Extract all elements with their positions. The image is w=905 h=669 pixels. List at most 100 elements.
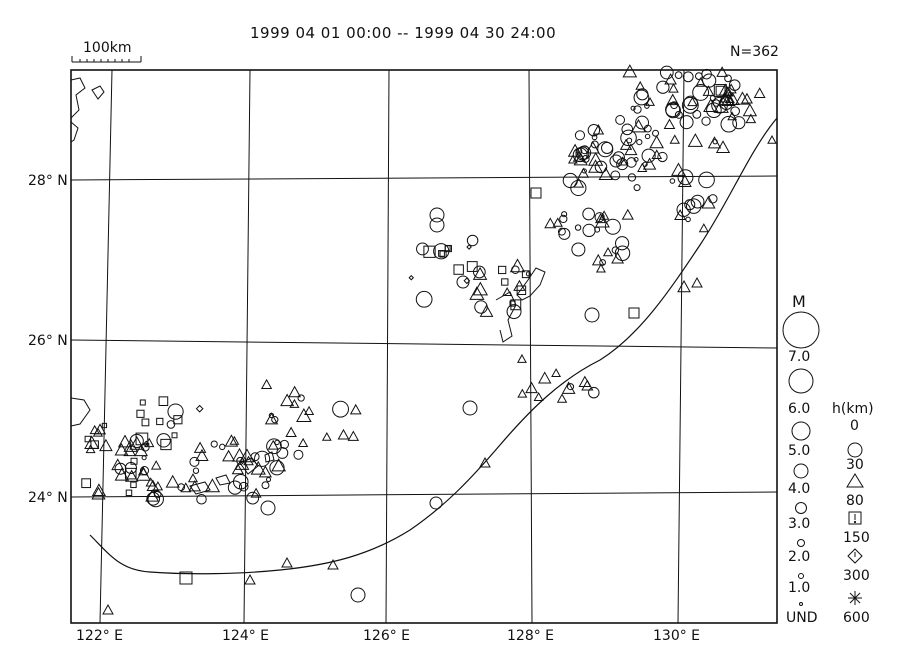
event-triangle bbox=[645, 97, 656, 106]
event-triangle bbox=[267, 439, 279, 450]
event-triangle bbox=[244, 573, 256, 585]
event-triangle bbox=[469, 286, 485, 300]
event-square bbox=[498, 265, 507, 275]
event-circle bbox=[246, 491, 260, 505]
legend-depth-square bbox=[848, 511, 862, 525]
event-square bbox=[444, 245, 451, 252]
legend-depth-80: 80 bbox=[846, 493, 864, 509]
event-triangle bbox=[93, 423, 107, 435]
event-circle bbox=[674, 71, 683, 80]
event-triangle bbox=[753, 87, 766, 99]
event-count: N=362 bbox=[730, 44, 779, 60]
event-triangle bbox=[85, 444, 96, 454]
event-triangle bbox=[327, 558, 339, 570]
event-triangle bbox=[150, 460, 162, 470]
event-circle bbox=[474, 300, 488, 314]
event-circle bbox=[129, 433, 144, 449]
event-triangle bbox=[691, 276, 703, 288]
event-circle bbox=[238, 481, 249, 492]
event-circle bbox=[692, 84, 710, 101]
event-triangle bbox=[102, 603, 114, 615]
event-triangle bbox=[594, 214, 610, 228]
event-circle bbox=[140, 442, 150, 452]
event-triangle bbox=[224, 434, 239, 447]
event-triangle bbox=[134, 443, 148, 457]
legend-m7-label: 7.0 bbox=[788, 349, 811, 365]
event-triangle bbox=[663, 118, 676, 129]
lon-label-124e: 124° E bbox=[222, 628, 270, 644]
event-triangle bbox=[123, 438, 139, 452]
event-triangle bbox=[123, 444, 137, 457]
event-square bbox=[81, 478, 92, 489]
event-circle bbox=[473, 265, 486, 279]
legend-m6-circle bbox=[788, 368, 814, 394]
event-circle bbox=[433, 243, 450, 260]
scale-bar-label: 100km bbox=[83, 40, 132, 56]
event-triangle bbox=[701, 195, 716, 209]
event-triangle bbox=[621, 208, 634, 220]
event-square bbox=[84, 435, 92, 443]
legend-und-label: UND bbox=[786, 610, 818, 626]
event-circle bbox=[633, 105, 642, 114]
event-circle bbox=[615, 236, 630, 251]
legend-depth-150: 150 bbox=[843, 530, 870, 546]
event-square bbox=[156, 417, 164, 426]
event-triangle bbox=[180, 482, 192, 493]
event-square bbox=[130, 481, 137, 489]
event-circle bbox=[679, 115, 694, 130]
event-circle bbox=[685, 216, 691, 223]
event-circle bbox=[274, 439, 280, 446]
legend-depth-symbols bbox=[846, 442, 864, 605]
event-triangle bbox=[321, 431, 332, 441]
event-triangle bbox=[188, 480, 202, 492]
event-circle bbox=[690, 194, 705, 209]
event-triangle bbox=[89, 424, 100, 435]
event-triangle bbox=[525, 381, 538, 394]
event-circle bbox=[581, 168, 587, 174]
event-square bbox=[135, 432, 149, 446]
event-circle bbox=[232, 473, 249, 490]
event-square bbox=[179, 571, 193, 585]
event-circle bbox=[332, 400, 349, 418]
event-circle bbox=[612, 151, 625, 164]
event-circle bbox=[192, 467, 200, 474]
event-triangle bbox=[588, 159, 603, 173]
event-circle bbox=[635, 115, 650, 130]
event-circle bbox=[665, 102, 681, 118]
event-triangle bbox=[165, 474, 180, 488]
legend-m3-label: 3.0 bbox=[788, 516, 811, 532]
earthquake-epicenters bbox=[81, 64, 777, 615]
event-square bbox=[158, 396, 169, 407]
event-square bbox=[423, 245, 436, 258]
event-triangle bbox=[124, 469, 139, 482]
event-triangle bbox=[271, 458, 287, 472]
event-triangle bbox=[718, 91, 732, 103]
event-triangle bbox=[578, 375, 592, 387]
event-circle bbox=[730, 106, 740, 116]
event-triangle bbox=[137, 466, 149, 476]
event-triangle bbox=[674, 209, 687, 221]
event-square bbox=[439, 250, 447, 258]
event-triangle bbox=[716, 66, 729, 77]
event-square bbox=[530, 187, 542, 199]
event-circle bbox=[594, 160, 608, 174]
event-circle bbox=[574, 130, 586, 141]
event-triangle bbox=[668, 83, 679, 93]
event-circle bbox=[276, 446, 289, 459]
event-triangle bbox=[204, 478, 221, 493]
event-circle bbox=[615, 115, 626, 125]
event-triangle bbox=[479, 456, 491, 468]
event-triangle bbox=[572, 150, 586, 162]
event-triangle bbox=[635, 80, 646, 90]
event-circle bbox=[279, 439, 289, 450]
event-triangle bbox=[702, 85, 715, 96]
event-circle bbox=[210, 440, 218, 448]
event-circle bbox=[604, 218, 621, 235]
map-frame bbox=[70, 69, 778, 624]
event-triangle bbox=[472, 266, 488, 280]
event-triangle bbox=[598, 167, 613, 180]
event-square bbox=[501, 278, 509, 286]
event-circle bbox=[627, 173, 637, 182]
event-circle bbox=[616, 158, 629, 171]
